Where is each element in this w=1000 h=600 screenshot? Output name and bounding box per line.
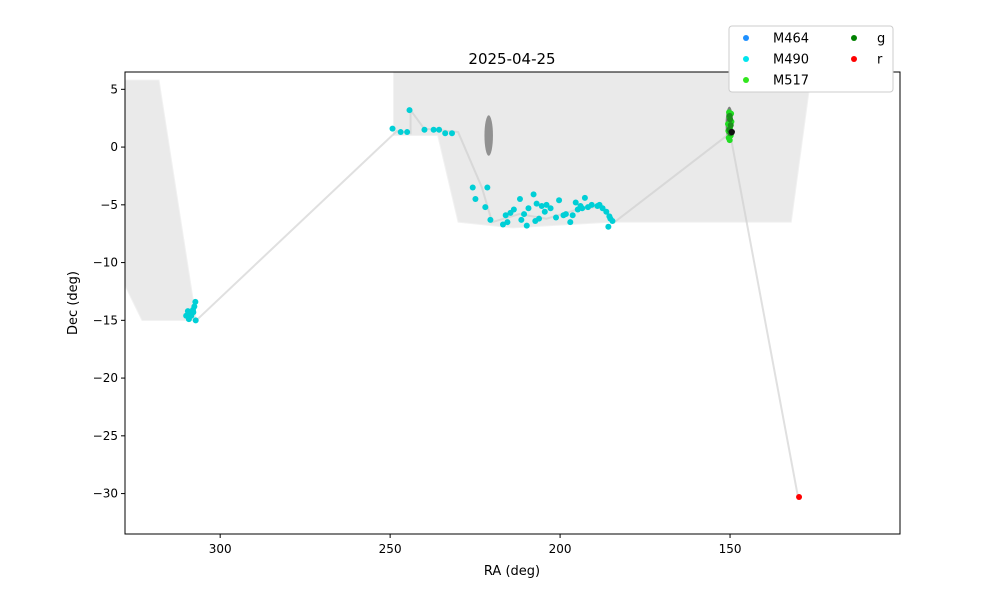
point-m490-10 [187, 310, 194, 317]
point-m490-24 [487, 216, 494, 223]
point-m490-32 [521, 211, 528, 218]
y-tick-label--25: −25 [93, 429, 118, 443]
legend-label-r: r [877, 53, 883, 68]
point-m490-43 [553, 214, 560, 221]
point-m517-9 [726, 137, 733, 144]
point-m490-39 [538, 202, 545, 209]
point-g-4 [726, 112, 733, 119]
point-m490-25 [499, 221, 506, 228]
point-m490-46 [562, 211, 569, 218]
point-m490-18 [442, 130, 449, 137]
point-m490-47 [567, 219, 574, 226]
y-axis-label: Dec (deg) [66, 271, 81, 335]
footprint-region-1 [125, 79, 197, 321]
point-m490-20 [469, 184, 476, 191]
point-m490-63 [609, 217, 616, 224]
legend-label-g: g [877, 32, 885, 47]
point-m490-12 [397, 129, 404, 136]
point-m490-1 [192, 298, 199, 305]
point-m490-42 [547, 205, 554, 212]
point-m490-37 [533, 200, 540, 207]
footprint-region-2 [393, 72, 813, 229]
point-m490-61 [605, 223, 612, 230]
legend-marker-m490 [743, 56, 749, 62]
point-m490-52 [579, 205, 586, 212]
point-m490-35 [530, 191, 537, 198]
point-m490-48 [569, 212, 576, 219]
x-tick-label-150: 150 [719, 542, 742, 556]
plot-frame [124, 71, 901, 535]
point-m490-53 [581, 194, 588, 201]
point-m490-41 [543, 201, 550, 208]
point-m490-22 [482, 204, 489, 211]
point-m490-17 [436, 126, 443, 133]
point-m490-23 [484, 184, 491, 191]
x-tick-label-300: 300 [209, 542, 232, 556]
legend-label-m464: M464 [773, 32, 809, 47]
point-m490-11 [389, 125, 396, 132]
y-tick-label--10: −10 [93, 256, 118, 270]
y-tick-label-0: 0 [110, 140, 118, 154]
y-tick-label--30: −30 [93, 487, 118, 501]
legend: M464 M490 M517 gr [728, 25, 894, 93]
point-m490-55 [588, 201, 595, 208]
point-r-1 [796, 494, 803, 501]
point-highlight [728, 128, 735, 136]
point-m490-44 [556, 197, 563, 204]
chart-title: 2025-04-25 [468, 50, 555, 68]
legend-marker-m517 [743, 77, 749, 83]
x-axis-ticks: 300 250 200 150 [209, 534, 742, 556]
point-m490-15 [421, 126, 428, 133]
legend-marker-g [851, 35, 857, 41]
legend-box [728, 25, 894, 93]
point-m490-31 [518, 216, 525, 223]
legend-marker-m464 [743, 35, 749, 41]
point-m490-13 [404, 129, 411, 136]
point-m490-6 [192, 317, 199, 324]
point-g-2 [727, 122, 734, 129]
point-m490-21 [472, 196, 479, 203]
point-m490-29 [510, 206, 517, 213]
point-m490-34 [525, 205, 532, 212]
dark-blob-1 [484, 115, 493, 156]
point-m490-16 [430, 126, 437, 133]
survey-footprints [125, 72, 813, 321]
x-tick-label-250: 250 [379, 542, 402, 556]
legend-marker-r [851, 56, 857, 62]
x-tick-label-200: 200 [549, 542, 572, 556]
legend-label-m490: M490 [773, 53, 809, 68]
y-tick-label-5: 5 [110, 82, 118, 96]
y-tick-label--5: −5 [100, 198, 118, 212]
y-tick-label--20: −20 [93, 371, 118, 385]
plot-area [125, 72, 813, 501]
point-m490-40 [541, 208, 548, 215]
point-m490-38 [536, 215, 543, 222]
x-axis-label: RA (deg) [484, 564, 540, 579]
point-m490-27 [504, 219, 511, 226]
y-tick-label--15: −15 [93, 313, 118, 327]
data-points [183, 107, 803, 501]
point-m490-49 [572, 199, 579, 206]
legend-label-m517: M517 [773, 74, 809, 89]
point-m490-30 [516, 196, 523, 203]
y-axis-ticks: 5 0 −5 −10 −15 −20 −25 −30 [93, 82, 125, 501]
point-m490-14 [406, 107, 413, 114]
point-m490-19 [448, 130, 455, 137]
point-m490-26 [502, 212, 509, 219]
point-m490-33 [523, 222, 530, 229]
point-m490-59 [603, 208, 610, 215]
